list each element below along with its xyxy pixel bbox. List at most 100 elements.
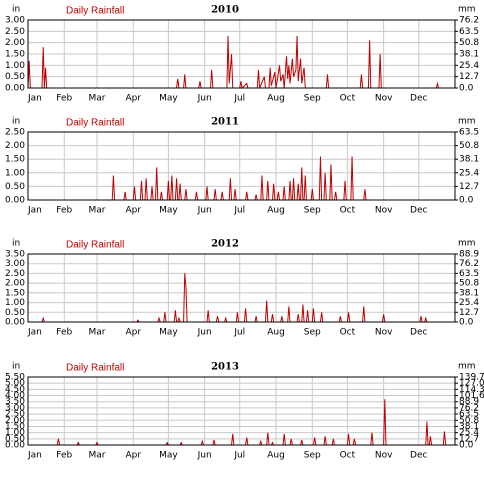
y2-tick-label: 127.0 [459, 379, 484, 389]
plot-frame [27, 253, 456, 323]
y2-tick-label: 38.1 [459, 155, 479, 165]
rainfall-line [28, 156, 454, 201]
x-tick-label: Jun [197, 206, 212, 216]
y-tick-label: 1.00 [5, 298, 25, 308]
x-tick-label: Oct [340, 451, 356, 461]
y-tick-label: 1.50 [5, 155, 25, 165]
x-tick-label: Jun [197, 451, 212, 461]
x-tick-label: Oct [340, 206, 356, 216]
y-tick-label: 0.50 [5, 182, 25, 192]
y-tick-label: 5.00 [5, 379, 25, 389]
y-tick-label: 2.50 [5, 269, 25, 279]
rainfall-line [28, 399, 454, 446]
x-tick-label: Apr [125, 328, 141, 338]
plot-frame [27, 376, 456, 446]
x-tick-label: Dec [410, 94, 427, 104]
x-tick-label: Mar [89, 94, 106, 104]
x-tick-label: May [159, 328, 178, 338]
y2-tick-label: 38.1 [459, 50, 479, 60]
y2-tick-label: 50.8 [459, 279, 479, 289]
x-tick-label: Sep [304, 451, 321, 461]
x-tick-label: Apr [125, 94, 141, 104]
x-tick-label: Aug [267, 328, 285, 338]
x-tick-label: Jan [27, 451, 42, 461]
panel: 2011 Daily Rainfall in mm 0.00 0.50 1.00 1.50 2.… [5, 117, 479, 216]
x-tick-label: Aug [267, 206, 285, 216]
y2-tick-label: 63.5 [459, 410, 479, 420]
chart-title: 2011 [211, 117, 239, 128]
y-tick-label: 0.00 [5, 441, 25, 451]
y-tick-label: 2.50 [5, 128, 25, 138]
y2-tick-label: 88.9 [459, 250, 479, 260]
x-tick-label: Mar [89, 206, 106, 216]
x-tick-label: Jun [197, 94, 212, 104]
rainfall-line [27, 35, 454, 90]
x-tick-label: Oct [340, 328, 356, 338]
x-tick-label: Sep [304, 206, 321, 216]
legend-label: Daily Rainfall [66, 6, 124, 17]
y2-tick-label: 12.7 [459, 434, 479, 444]
y-tick-label: 1.50 [5, 422, 25, 432]
y2-tick-label: 76.2 [459, 259, 479, 269]
x-tick-label: Nov [375, 94, 393, 104]
x-tick-label: Aug [267, 451, 285, 461]
x-tick-label: Feb [56, 451, 72, 461]
x-tick-label: Dec [410, 206, 427, 216]
y2-tick-label: 0.0 [459, 196, 474, 206]
y2-tick-label: 25.4 [459, 298, 479, 308]
y-tick-label: 0.00 [5, 318, 25, 328]
y2-tick-label: 88.9 [459, 397, 479, 407]
y-tick-label: 3.00 [5, 403, 25, 413]
x-tick-label: Jun [197, 328, 212, 338]
y2-tick-label: 12.7 [459, 72, 479, 82]
y2-tick-label: 0.0 [459, 84, 474, 94]
y-tick-label: 0.00 [5, 196, 25, 206]
x-tick-label: Jul [233, 206, 245, 216]
y-axis-label: in [12, 239, 20, 249]
y2-axis-label: mm [458, 239, 476, 249]
legend-label: Daily Rainfall [66, 240, 124, 251]
x-tick-label: Jul [233, 328, 245, 338]
y2-axis-label: mm [458, 5, 476, 15]
y2-tick-label: 12.7 [459, 308, 479, 318]
y2-tick-label: 114.3 [459, 385, 484, 395]
y-tick-label: 0.50 [5, 72, 25, 82]
x-tick-label: Oct [340, 94, 356, 104]
legend-label: Daily Rainfall [66, 118, 124, 129]
x-tick-label: Jan [27, 328, 42, 338]
plot-frame [27, 19, 456, 89]
y2-tick-label: 25.4 [459, 168, 479, 178]
x-tick-label: Jan [27, 206, 42, 216]
y-tick-label: 3.00 [5, 16, 25, 26]
y2-tick-label: 50.8 [459, 141, 479, 151]
x-tick-label: Jan [27, 94, 42, 104]
y2-tick-label: 63.5 [459, 27, 479, 37]
chart-title: 2013 [211, 362, 239, 373]
y2-tick-label: 0.0 [459, 441, 474, 451]
y-tick-label: 2.00 [5, 279, 25, 289]
y2-tick-label: 38.1 [459, 422, 479, 432]
y-tick-label: 5.50 [5, 373, 25, 383]
x-tick-label: Feb [56, 206, 72, 216]
x-tick-label: Jul [233, 451, 245, 461]
y-tick-label: 1.00 [5, 428, 25, 438]
y-tick-label: 3.00 [5, 259, 25, 269]
x-tick-label: May [159, 451, 178, 461]
y2-tick-label: 12.7 [459, 182, 479, 192]
y2-tick-label: 63.5 [459, 269, 479, 279]
y-tick-label: 2.00 [5, 416, 25, 426]
y-axis-label: in [12, 362, 20, 372]
y2-tick-label: 76.2 [459, 16, 479, 26]
y2-tick-label: 25.4 [459, 428, 479, 438]
x-tick-label: Apr [125, 206, 141, 216]
y-axis-label: in [12, 5, 20, 15]
y2-tick-label: 50.8 [459, 38, 479, 48]
x-tick-label: Nov [375, 206, 393, 216]
y-tick-label: 3.50 [5, 250, 25, 260]
y2-tick-label: 0.0 [459, 318, 474, 328]
y2-tick-label: 63.5 [459, 128, 479, 138]
y-tick-label: 1.50 [5, 288, 25, 298]
y2-tick-label: 50.8 [459, 416, 479, 426]
